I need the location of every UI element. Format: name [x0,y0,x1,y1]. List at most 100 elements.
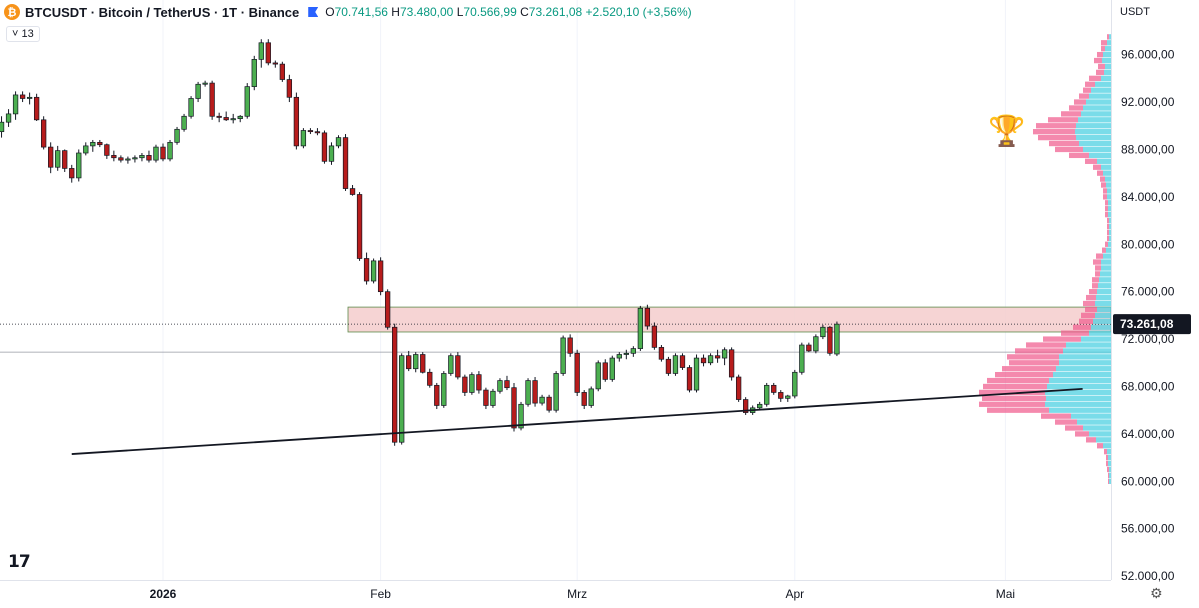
candle-body-down [827,326,833,354]
candle-body-up [693,357,700,391]
vp-bar-down [1097,170,1103,176]
vp-bar-down [1101,182,1106,188]
candle [799,342,805,375]
vp-bar-down [1036,123,1076,129]
vp-bar-down [1105,200,1108,206]
candle-body-down [69,168,75,179]
candle-body-up [518,403,524,429]
vp-bar-down [1097,51,1103,58]
vp-bar-down [1073,324,1091,330]
candle [707,353,714,366]
candle-body-up [785,395,791,399]
candle [188,96,194,119]
candle-body-up [813,336,819,352]
y-tick-label: 80.000,00 [1121,237,1175,251]
flag-icon[interactable] [308,7,319,17]
candle [12,91,19,120]
vp-bar-down [987,377,1049,384]
vp-bar-down [1092,283,1098,289]
vp-bar-up [1107,449,1111,455]
candle-body-down [602,362,608,380]
candle-body-down [321,132,328,162]
candle-body-down [651,325,658,348]
candle-body-up [139,155,145,159]
candle [153,144,159,163]
vp-bar-up [1078,117,1111,123]
vp-bar-down [1043,336,1081,342]
candle [293,92,300,150]
candle-body-down [511,387,517,429]
candle [462,374,468,396]
candle [651,322,658,350]
candle [118,155,124,163]
candle-body-down [307,130,314,133]
vp-bar-up [1049,407,1111,413]
candle [377,257,384,296]
candle-body-down [455,355,461,378]
candle-body-up [153,146,159,161]
candle-body-down [714,355,721,359]
candle [55,145,61,171]
candle [335,135,342,149]
symbol-title[interactable]: BTCUSDT · Bitcoin / TetherUS · 1T · Bina… [25,4,300,20]
candles [0,39,840,446]
vp-bar-up [1108,454,1111,461]
candle [785,394,791,402]
candle-body-down [384,291,391,328]
low-label: L [456,5,464,19]
vp-bar-down [1097,443,1103,449]
vp-bar-up [1089,152,1111,159]
candle-body-down [504,380,510,389]
y-tick-label: 68.000,00 [1121,380,1175,394]
vp-bar-up [1097,289,1111,295]
candle [630,346,636,357]
vp-bar-up [1095,312,1111,319]
last-price-label-text: 73.261,08 [1120,317,1174,331]
candle [0,116,5,138]
candle-body-up [258,42,264,60]
candle-body-down [581,392,587,406]
candle [609,355,615,382]
vp-bar-up [1063,348,1111,354]
candle [181,113,187,132]
candle [258,39,264,68]
candle-body-up [125,158,131,161]
currency-label[interactable]: USDT [1120,6,1150,18]
price-scale[interactable]: 96.000,00 92.000,00 88.000,00 84.000,00 80.0… [1121,48,1175,584]
candle [420,352,426,374]
vp-bar-up [1108,200,1111,206]
x-tick-label: Feb [370,587,391,601]
candle-body-down [434,384,440,406]
candle-body-up [55,150,61,168]
vp-bar-up [1109,229,1111,236]
vp-bar-up [1079,140,1111,147]
candle [546,394,552,413]
candle [525,378,531,407]
candle-body-down [392,326,398,443]
vp-bar-down [1069,152,1089,159]
resistance-zone [347,306,1112,333]
candle [637,305,644,351]
candle-body-up [300,130,307,147]
candle-body-up [26,96,33,99]
candle [62,149,68,172]
y-tick-label: 96.000,00 [1121,48,1175,62]
candle-body-down [279,63,285,80]
candle-body-down [679,355,686,368]
symbol-header[interactable]: ₿ BTCUSDT · Bitcoin / TetherUS · 1T · Bi… [4,3,692,21]
settings-icon[interactable]: ⚙ [1150,586,1163,602]
candle [83,142,89,156]
candle [370,258,377,284]
candle-body-down [293,96,300,147]
candle [48,142,54,174]
candle [658,345,665,362]
vp-bar-down [1093,259,1101,265]
y-tick-label: 88.000,00 [1121,142,1175,156]
trendline[interactable] [71,387,1083,455]
indicator-toggle[interactable]: ˅ 13 [6,26,40,42]
candle-body-up [497,380,503,392]
time-scale[interactable]: 2026 Feb Mrz Apr Mai [150,587,1015,601]
tradingview-logo[interactable]: 17 [8,552,31,572]
vp-bar-down [1107,223,1109,230]
